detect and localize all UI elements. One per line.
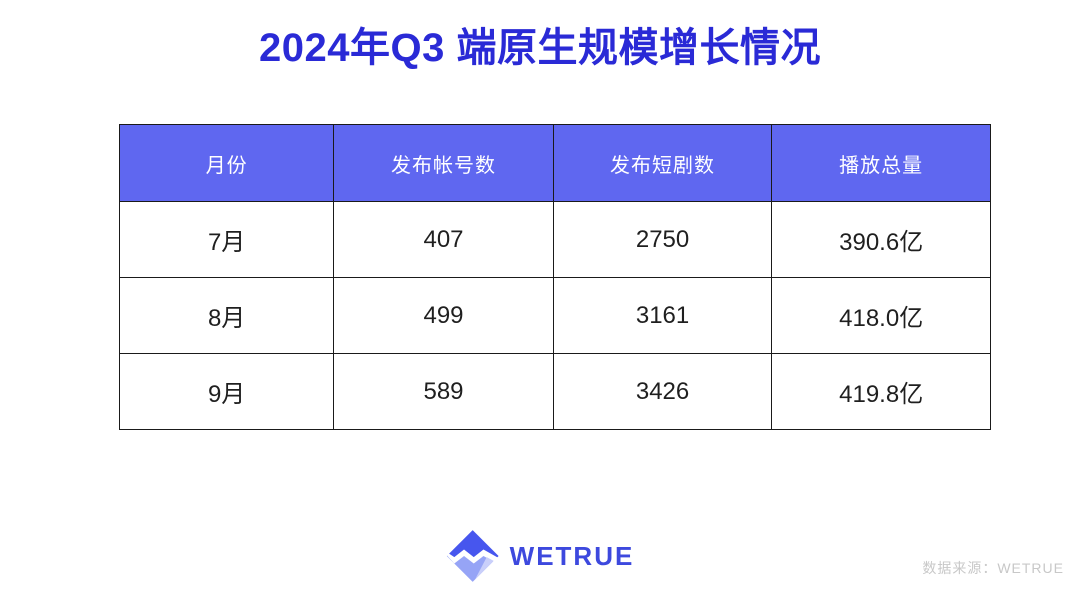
cell-accounts: 589 xyxy=(333,353,554,430)
cell-month: 7月 xyxy=(118,201,335,278)
wetrue-diamond-logo-icon xyxy=(446,530,499,582)
data-source-note: 数据来源：WETRUE xyxy=(922,560,1064,576)
cell-month: 8月 xyxy=(118,277,335,354)
brand-wordmark: WETRUE xyxy=(509,540,635,571)
table-row-july: 7月 407 2750 390.6亿 xyxy=(118,201,991,278)
column-header-accounts: 发布帐号数 xyxy=(333,124,554,202)
cell-accounts: 499 xyxy=(333,277,554,354)
cell-plays: 419.8亿 xyxy=(771,353,991,430)
page-title: 2024年Q3 端原生规模增长情况 xyxy=(259,26,821,70)
table-row-september: 9月 589 3426 419.8亿 xyxy=(118,353,991,430)
cell-dramas: 2750 xyxy=(552,201,773,278)
column-header-dramas: 发布短剧数 xyxy=(552,124,773,202)
growth-stats-table: 月份 发布帐号数 发布短剧数 播放总量 7月 407 2750 390.6亿 8… xyxy=(118,124,991,430)
brand-lockup: WETRUE xyxy=(446,528,635,584)
cell-dramas: 3426 xyxy=(552,353,773,430)
column-header-plays: 播放总量 xyxy=(771,124,991,202)
column-header-month: 月份 xyxy=(118,124,335,202)
table-header-row: 月份 发布帐号数 发布短剧数 播放总量 xyxy=(118,124,991,202)
table-row-august: 8月 499 3161 418.0亿 xyxy=(118,277,991,354)
cell-month: 9月 xyxy=(118,353,335,430)
cell-plays: 390.6亿 xyxy=(771,201,991,278)
cell-dramas: 3161 xyxy=(552,277,773,354)
cell-plays: 418.0亿 xyxy=(771,277,991,354)
cell-accounts: 407 xyxy=(333,201,554,278)
